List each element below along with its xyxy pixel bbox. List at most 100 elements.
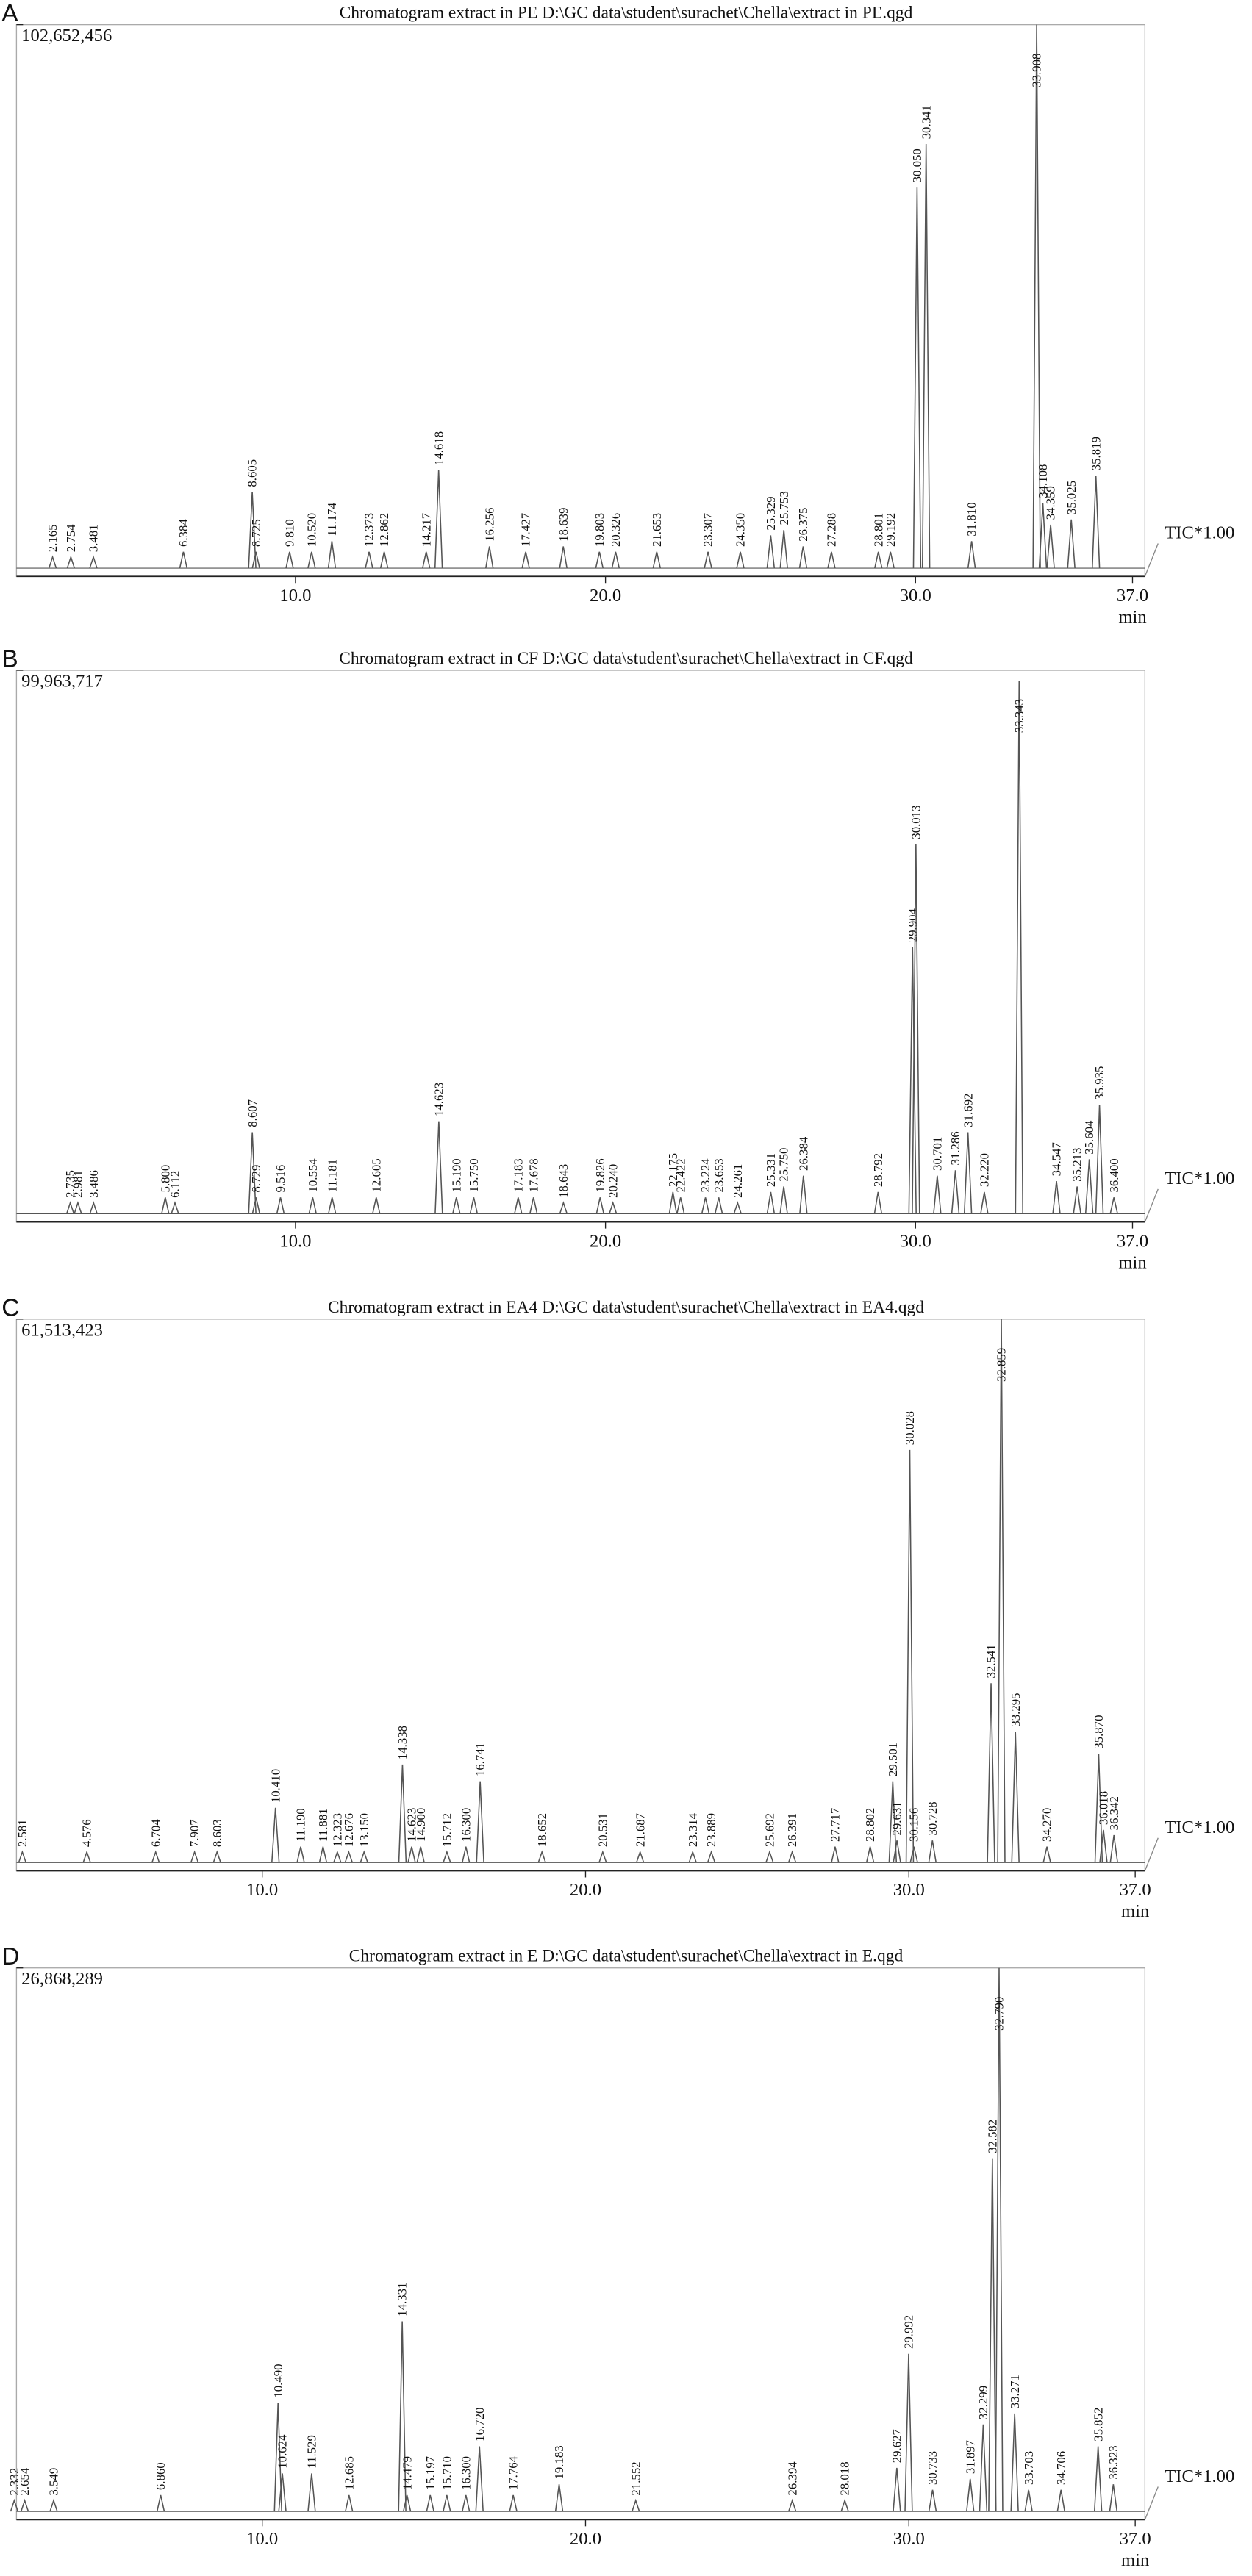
panel-letter: D bbox=[1, 1943, 19, 1970]
peak-label: 22.175 bbox=[666, 1153, 680, 1187]
trace-label: TIC*1.00 bbox=[1165, 1169, 1234, 1188]
peak-label: 19.803 bbox=[593, 513, 607, 547]
trace-label: TIC*1.00 bbox=[1165, 2466, 1234, 2486]
peak-label: 8.605 bbox=[246, 459, 260, 487]
peak-label: 22.422 bbox=[673, 1158, 687, 1192]
y-max-label: 26,868,289 bbox=[21, 1969, 103, 1989]
peak bbox=[827, 551, 836, 569]
peak bbox=[714, 1197, 723, 1214]
peak-label: 2.735 bbox=[63, 1170, 77, 1198]
peak-label: 33.908 bbox=[1030, 54, 1044, 87]
x-tick-label: 30.0 bbox=[893, 2529, 925, 2549]
peak-label: 14.618 bbox=[432, 431, 446, 465]
peak-label: 8.729 bbox=[249, 1165, 263, 1193]
peak-label: 33.343 bbox=[1012, 699, 1026, 733]
peak bbox=[475, 2446, 484, 2512]
peak-label: 14.623 bbox=[405, 1808, 419, 1842]
peak bbox=[251, 551, 260, 569]
peak bbox=[407, 1846, 416, 1863]
peak-label: 2.581 bbox=[15, 1819, 29, 1847]
peak bbox=[344, 1850, 354, 1863]
peak-label: 9.516 bbox=[273, 1165, 287, 1193]
plot-frame bbox=[15, 1319, 1146, 1872]
peak-label: 29.627 bbox=[890, 2429, 904, 2463]
peak bbox=[443, 1850, 451, 1863]
peak-label: 17.427 bbox=[519, 513, 533, 547]
peak bbox=[921, 144, 931, 569]
peak-label: 14.338 bbox=[396, 1726, 409, 1759]
peak-label: 34.270 bbox=[1040, 1808, 1054, 1842]
peak-label: 10.520 bbox=[304, 513, 318, 547]
x-unit: min bbox=[1121, 1901, 1149, 1921]
peak bbox=[1094, 1754, 1103, 1863]
x-tick-label: 37.0 bbox=[1120, 1880, 1151, 1900]
peak-label: 14.479 bbox=[400, 2456, 414, 2490]
peak bbox=[74, 1201, 82, 1214]
peak bbox=[318, 1846, 328, 1863]
peak-label: 10.554 bbox=[306, 1158, 320, 1193]
y-max-label: 61,513,423 bbox=[21, 1320, 103, 1340]
x-tick-label: 10.0 bbox=[279, 1231, 311, 1251]
peak-label: 26.394 bbox=[785, 2461, 799, 2496]
peak bbox=[701, 1197, 710, 1214]
peak-label: 4.576 bbox=[80, 1819, 94, 1847]
peak-label: 36.400 bbox=[1107, 1158, 1121, 1192]
peak-label: 2.754 bbox=[64, 524, 78, 552]
y-max-label: 102,652,456 bbox=[21, 26, 112, 46]
peak-label: 19.826 bbox=[593, 1158, 607, 1192]
peak-label: 33.703 bbox=[1022, 2451, 1036, 2485]
peak-label: 29.501 bbox=[886, 1743, 900, 1776]
axis-slant bbox=[1144, 1188, 1159, 1222]
peak bbox=[402, 2494, 412, 2512]
peak bbox=[89, 555, 98, 569]
peak-label: 23.889 bbox=[704, 1813, 718, 1847]
peak bbox=[888, 1781, 898, 1863]
peak bbox=[995, 1967, 1004, 2512]
peak bbox=[865, 1846, 875, 1863]
peak-label: 18.643 bbox=[557, 1164, 570, 1198]
peak bbox=[1067, 519, 1076, 569]
trace-label: TIC*1.00 bbox=[1165, 523, 1234, 543]
peak bbox=[1095, 1105, 1104, 1214]
peak-label: 30.050 bbox=[910, 148, 924, 182]
peak-label: 9.810 bbox=[283, 519, 297, 547]
peak-label: 26.384 bbox=[796, 1136, 810, 1171]
peak-label: 16.720 bbox=[473, 2408, 487, 2442]
peak-label: 36.342 bbox=[1107, 1796, 1121, 1830]
peak-label: 16.300 bbox=[459, 1808, 473, 1842]
plot-frame bbox=[15, 1967, 1146, 2521]
peak bbox=[307, 2473, 316, 2512]
x-tick-label: 10.0 bbox=[246, 2529, 278, 2549]
peak bbox=[559, 546, 568, 569]
peak-label: 35.870 bbox=[1092, 1715, 1106, 1749]
peak-label: 6.704 bbox=[149, 1819, 162, 1847]
peak bbox=[979, 2424, 988, 2512]
peak-label: 15.750 bbox=[467, 1158, 481, 1192]
peak-label: 30.733 bbox=[926, 2451, 940, 2485]
x-unit: min bbox=[1121, 2550, 1149, 2570]
peak bbox=[652, 551, 662, 569]
peak bbox=[307, 551, 316, 569]
peak-label: 3.486 bbox=[87, 1170, 101, 1198]
peak-label: 32.859 bbox=[995, 1348, 1009, 1382]
peak-label: 25.750 bbox=[777, 1148, 791, 1182]
peak-label: 14.331 bbox=[396, 2283, 409, 2317]
peak bbox=[328, 1197, 337, 1214]
peak-label: 8.603 bbox=[210, 1819, 224, 1847]
peak-label: 27.717 bbox=[828, 1808, 842, 1842]
peak bbox=[156, 2494, 165, 2512]
peak-label: 28.802 bbox=[863, 1808, 877, 1842]
peak bbox=[1010, 2413, 1019, 2512]
peak bbox=[443, 2494, 451, 2512]
peak bbox=[462, 1846, 471, 1863]
peak bbox=[179, 551, 188, 569]
peak-label: 23.653 bbox=[712, 1158, 726, 1192]
peak bbox=[765, 1850, 774, 1863]
peak bbox=[18, 1850, 27, 1863]
peak-label: 34.547 bbox=[1050, 1142, 1064, 1176]
peak-label: 31.286 bbox=[948, 1131, 962, 1165]
peak bbox=[1093, 2446, 1103, 2512]
peak bbox=[1109, 2484, 1118, 2512]
x-tick-label: 30.0 bbox=[900, 586, 931, 606]
peak bbox=[537, 1850, 546, 1863]
